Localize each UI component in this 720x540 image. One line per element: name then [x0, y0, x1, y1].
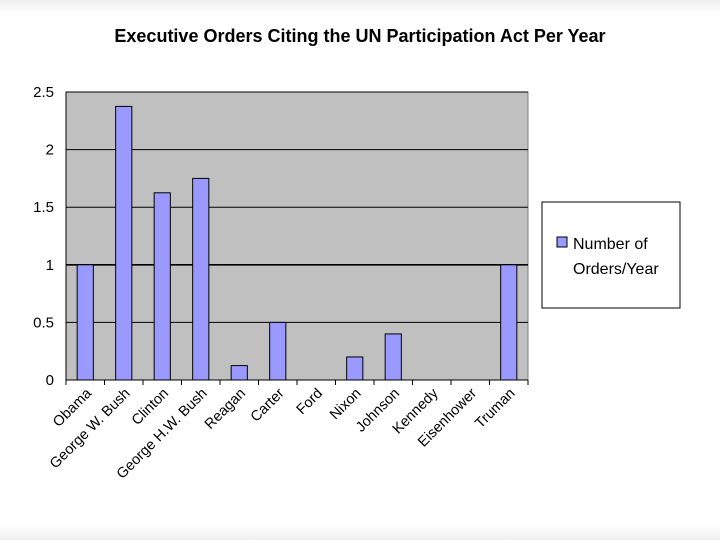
legend-label-line2: Orders/Year: [573, 261, 659, 278]
bar: [500, 264, 518, 381]
legend-box: [541, 201, 681, 309]
plot-area: [65, 91, 529, 381]
y-tick-label: 2: [46, 142, 54, 159]
y-tick-label: 0.5: [33, 314, 54, 331]
y-tick-label: 0: [46, 372, 54, 389]
x-tick-label: Carter: [248, 385, 288, 425]
legend-swatch: [556, 236, 568, 248]
bar: [115, 105, 133, 381]
bar: [384, 333, 402, 381]
axes: [65, 92, 529, 385]
x-tick-label: Reagan: [202, 386, 249, 433]
legend-label-line1: Number of: [573, 236, 648, 253]
bar: [153, 192, 171, 381]
bar: [346, 356, 364, 381]
legend: Number of Orders/Year: [541, 201, 681, 309]
x-tick-label: Ford: [294, 386, 326, 418]
y-tick-label: 1: [46, 257, 54, 274]
x-tick-label: Truman: [472, 386, 518, 432]
bar: [230, 365, 248, 381]
chart-title: Executive Orders Citing the UN Participa…: [114, 26, 605, 46]
y-tick-labels: 0 0.5 1 1.5 2 2.5: [33, 84, 54, 389]
bar: [269, 321, 287, 381]
y-tick-label: 1.5: [33, 199, 54, 216]
bar: [76, 264, 94, 381]
y-tick-label: 2.5: [33, 84, 54, 101]
bar: [192, 177, 210, 381]
gridlines: [66, 91, 528, 323]
